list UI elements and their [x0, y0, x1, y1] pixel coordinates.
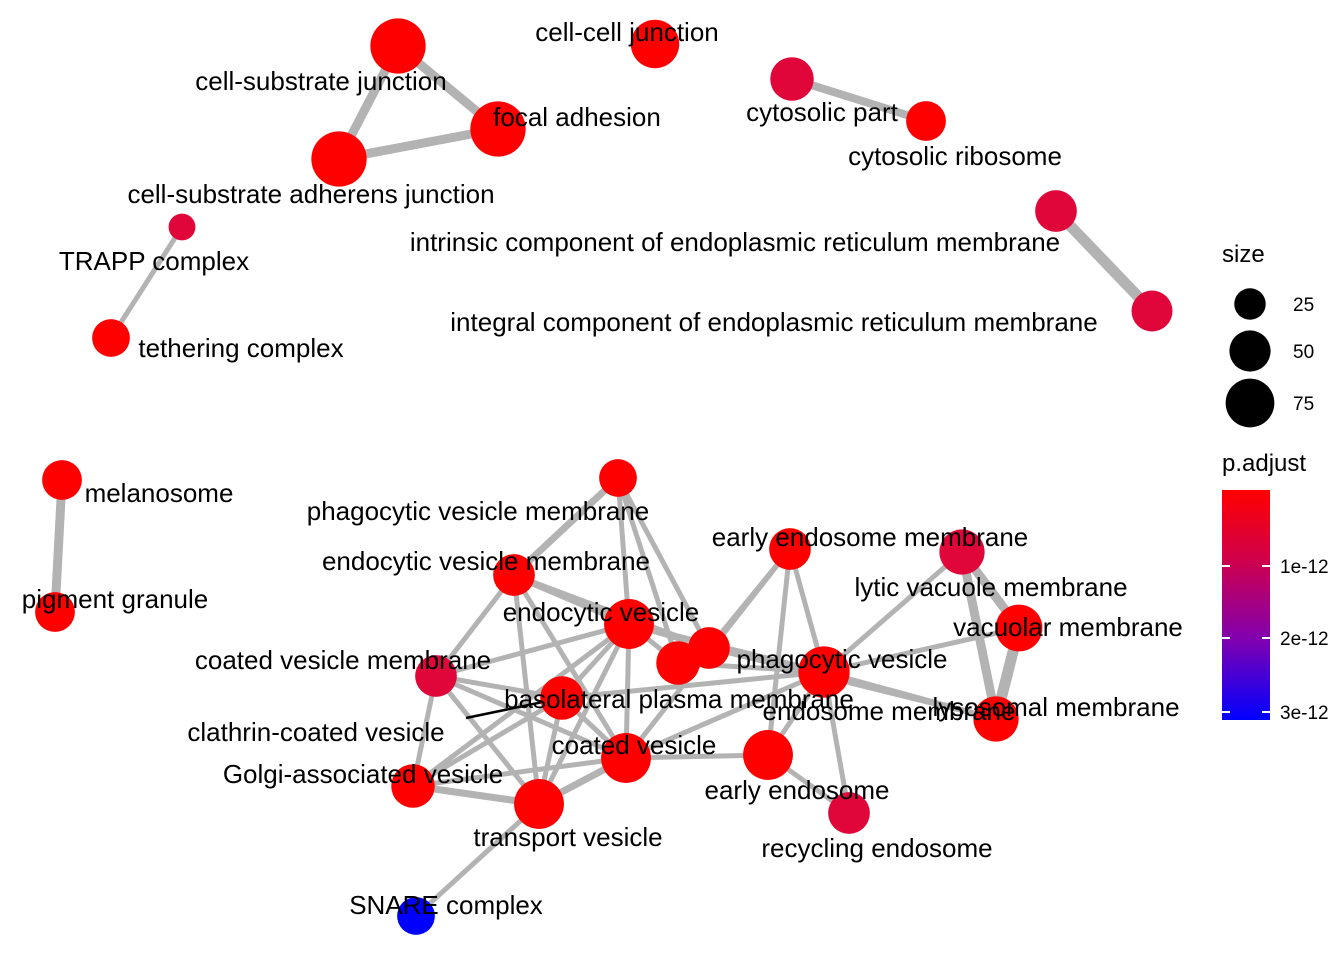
edge-coated-vesicle--golgi-associated-vesicle [412, 755, 627, 789]
node-pigment-granule[interactable] [35, 592, 75, 632]
label-endocytic-vesicle: endocytic vesicle [503, 597, 700, 627]
size-legend-label-75: 75 [1293, 394, 1314, 415]
label-tethering-complex: tethering complex [138, 333, 343, 363]
node-lytic-vacuole-membrane[interactable] [939, 529, 985, 575]
size-legend-dot-25 [1234, 288, 1266, 320]
edge-clathrin-coated-vesicle--golgi-associated-vesicle [411, 695, 564, 789]
size-legend-items: 25 50 75 [1225, 288, 1314, 428]
color-gradient-bar [1222, 490, 1270, 720]
edge-melanosome--pigment-granule [50, 479, 67, 613]
node-transport-vesicle[interactable] [514, 779, 564, 829]
label-transport-vesicle: transport vesicle [473, 822, 662, 852]
label-lytic-vacuole-membrane: lytic vacuole membrane [854, 572, 1127, 602]
size-legend-dot-50 [1229, 330, 1271, 372]
node-cell-substrate-adherens-junction[interactable] [311, 131, 367, 187]
legend: size 25 50 75 p.adjust 1e-12 [1222, 241, 1329, 724]
node-coated-vesicle[interactable] [601, 733, 651, 783]
edge-early-endosome-membrane--early-endosome [765, 548, 793, 756]
node-cytosolic-part[interactable] [770, 57, 814, 101]
label-pigment-granule: pigment granule [22, 584, 208, 614]
size-legend-dot-75 [1225, 378, 1275, 428]
label-vacuolar-membrane: vacuolar membrane [953, 612, 1183, 642]
label-cytosolic-ribosome: cytosolic ribosome [848, 141, 1062, 171]
node-cell-cell-junction[interactable] [630, 19, 680, 69]
edge-phagocytic-vesicle-membrane--endocytic-vesicle-membrane [511, 475, 621, 578]
size-legend-label-25: 25 [1293, 295, 1314, 316]
node-early-endosome-membrane[interactable] [769, 528, 811, 570]
node-basolateral-plasma-membrane[interactable] [656, 641, 700, 685]
node-endocytic-vesicle[interactable] [604, 599, 654, 649]
edge-endosome-membrane--coated-vesicle [625, 669, 825, 761]
edge-transport-vesicle--snare-complex [414, 802, 541, 918]
edge-endocytic-vesicle--golgi-associated-vesicle [411, 622, 631, 788]
color-legend-tickmarks [1222, 565, 1270, 713]
size-legend-title: size [1222, 241, 1265, 268]
node-phagocytic-vesicle-membrane[interactable] [599, 459, 637, 497]
color-tick-2: 2e-12 [1280, 629, 1329, 650]
edge-endocytic-vesicle-membrane--coated-vesicle-membrane [434, 573, 516, 678]
node-layer [35, 18, 1173, 935]
label-snare-complex: SNARE complex [349, 890, 543, 920]
label-integral-er-membrane: integral component of endoplasmic reticu… [450, 307, 1097, 337]
label-recycling-endosome: recycling endosome [761, 833, 992, 863]
label-endosome-membrane: endosome membrane [763, 696, 1016, 726]
edge-endocytic-vesicle--transport-vesicle [536, 622, 632, 806]
edge-vacuolar-membrane--endosome-membrane [823, 625, 1020, 675]
node-endocytic-vesicle-membrane[interactable] [493, 554, 535, 596]
color-legend-title: p.adjust [1222, 450, 1306, 477]
node-coated-vesicle-membrane[interactable] [415, 655, 457, 697]
label-coated-vesicle-membrane: coated vesicle membrane [195, 645, 491, 675]
edge-endosome-membrane--clathrin-coated-vesicle [561, 669, 825, 701]
node-lysosomal-membrane[interactable] [973, 696, 1019, 742]
label-cytosolic-part: cytosolic part [746, 97, 898, 127]
node-endosome-membrane[interactable] [798, 646, 850, 698]
node-melanosome[interactable] [42, 460, 82, 500]
node-cytosolic-ribosome[interactable] [906, 101, 946, 141]
edge-cytosolic-part--cytosolic-ribosome [790, 75, 928, 125]
label-cell-substrate-adherens-junction: cell-substrate adherens junction [127, 179, 494, 209]
node-clathrin-coated-vesicle[interactable] [540, 676, 584, 720]
label-cell-cell-junction: cell-cell junction [535, 17, 719, 47]
label-early-endosome-membrane: early endosome membrane [712, 522, 1029, 552]
label-phagocytic-vesicle: phagocytic vesicle [737, 644, 948, 674]
edge-phagocytic-vesicle-membrane--phagocytic-vesicle [615, 476, 712, 650]
color-tick-1: 1e-12 [1280, 557, 1329, 578]
edge-lytic-vacuole-membrane--endosome-membrane [822, 550, 964, 674]
label-coated-vesicle: coated vesicle [552, 730, 717, 760]
node-integral-er-membrane[interactable] [1131, 290, 1173, 332]
label-focal-adhesion: focal adhesion [493, 102, 661, 132]
label-clathrin-coated-vesicle: clathrin-coated vesicle [187, 717, 444, 747]
edge-trapp-complex--tethering-complex [108, 225, 185, 340]
edge-endocytic-vesicle--coated-vesicle-membrane [435, 621, 630, 679]
node-tethering-complex[interactable] [92, 319, 130, 357]
label-lysosomal-membrane: lysosomal membrane [932, 692, 1179, 722]
size-legend-label-50: 50 [1293, 342, 1314, 363]
node-focal-adhesion[interactable] [470, 101, 526, 157]
node-trapp-complex[interactable] [168, 213, 196, 241]
label-phagocytic-vesicle-membrane: phagocytic vesicle membrane [307, 496, 650, 526]
node-snare-complex[interactable] [397, 897, 435, 935]
node-recycling-endosome[interactable] [828, 792, 870, 834]
label-trapp-complex: TRAPP complex [59, 246, 249, 276]
label-cell-substrate-junction: cell-substrate junction [195, 66, 446, 96]
label-endocytic-vesicle-membrane: endocytic vesicle membrane [322, 546, 650, 576]
label-basolateral-plasma-membrane: basolateral plasma membrane [504, 684, 854, 714]
label-intrinsic-er-membrane: intrinsic component of endoplasmic retic… [410, 227, 1060, 257]
label-early-endosome: early endosome [705, 775, 890, 805]
label-layer: cell-cell junction cell-substrate junctio… [22, 17, 1183, 920]
label-golgi-associated-vesicle: Golgi-associated vesicle [223, 759, 503, 789]
node-golgi-associated-vesicle[interactable] [391, 764, 435, 808]
node-cell-substrate-junction[interactable] [370, 18, 426, 74]
color-tick-3: 3e-12 [1280, 703, 1329, 724]
node-early-endosome[interactable] [743, 730, 793, 780]
node-vacuolar-membrane[interactable] [995, 604, 1043, 652]
node-intrinsic-er-membrane[interactable] [1035, 190, 1077, 232]
label-melanosome: melanosome [85, 478, 234, 508]
edge-intrinsic-er-membrane--integral-er-membrane [1052, 207, 1156, 315]
